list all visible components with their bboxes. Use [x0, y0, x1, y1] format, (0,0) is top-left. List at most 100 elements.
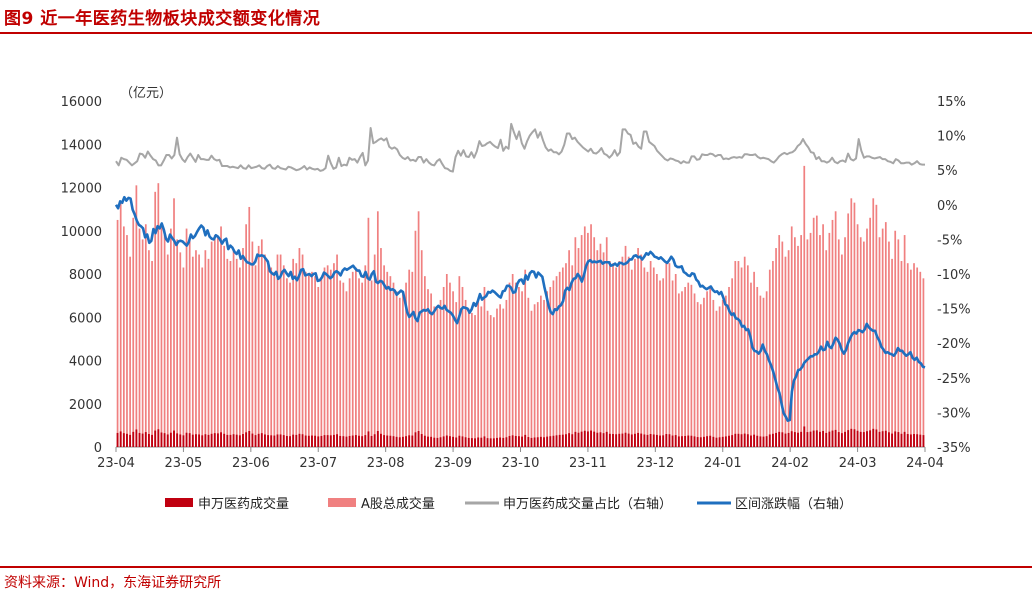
total-volume-bar	[627, 256, 630, 447]
sector-volume-bar	[674, 435, 677, 447]
sector-volume-bar	[784, 433, 787, 447]
legend-sector-volume-swatch	[165, 498, 193, 507]
sector-volume-bar	[314, 435, 317, 447]
sector-volume-bar	[756, 435, 759, 447]
sector-volume-bar	[226, 434, 229, 447]
sector-volume-bar	[862, 432, 865, 447]
total-volume-bar	[433, 306, 436, 447]
total-volume-bar	[894, 230, 897, 447]
total-volume-bar	[640, 254, 643, 447]
total-volume-bar	[806, 239, 809, 447]
sector-volume-bar	[157, 429, 160, 447]
lines-layer	[114, 122, 926, 423]
sector-volume-bar	[505, 437, 508, 447]
total-volume-bar	[492, 317, 495, 447]
sector-volume-bar	[624, 432, 627, 447]
total-volume-bar	[505, 299, 508, 447]
sector-volume-bar	[276, 434, 279, 447]
total-volume-bar	[226, 258, 229, 447]
total-volume-bar	[367, 217, 370, 447]
legend-total-volume-label: A股总成交量	[361, 496, 435, 512]
sector-volume-bar	[681, 436, 683, 447]
sector-volume-bar	[345, 436, 348, 447]
sector-volume-bar	[169, 432, 172, 447]
total-volume-bar	[784, 256, 787, 447]
sector-volume-bar	[844, 431, 846, 447]
total-volume-bar	[276, 254, 279, 447]
sector-volume-bar	[781, 432, 784, 447]
sector-volume-bar	[260, 433, 263, 447]
sector-volume-bar	[618, 433, 621, 447]
sector-volume-bar	[204, 434, 207, 447]
total-volume-bar	[461, 286, 464, 447]
sector-volume-bar	[615, 434, 618, 447]
total-volume-bar	[725, 295, 727, 448]
total-volume-bar	[558, 271, 561, 447]
sector-volume-bar	[596, 432, 599, 447]
sector-volume-bar	[367, 431, 370, 447]
sector-volume-bar	[430, 436, 433, 447]
total-volume-bar	[408, 269, 411, 447]
legend-sector-volume-label: 申万医药成交量	[198, 496, 289, 512]
total-volume-bar	[213, 235, 216, 447]
total-volume-bar	[859, 237, 862, 447]
total-volume-bar	[834, 211, 837, 447]
total-volume-bar	[135, 185, 138, 447]
sector-volume-bar	[364, 435, 367, 447]
sector-volume-bar	[612, 434, 614, 447]
sector-volume-bar	[586, 431, 589, 447]
y-right-tick-label: 0%	[937, 199, 958, 214]
y-left-unit-label: （亿元）	[120, 86, 172, 101]
sector-volume-bar	[154, 430, 157, 447]
total-volume-bar	[809, 232, 812, 447]
sector-volume-bar	[866, 431, 868, 447]
sector-volume-bar	[496, 437, 498, 447]
sector-volume-bar	[602, 433, 605, 447]
total-volume-bar	[518, 286, 520, 447]
sector-volume-bar	[405, 436, 407, 447]
sector-volume-bar	[630, 434, 633, 447]
sector-volume-bar	[831, 430, 834, 447]
total-volume-bar	[794, 237, 796, 447]
x-tick-label: 23-07	[299, 456, 337, 471]
sector-volume-bar	[458, 435, 461, 447]
sector-volume-bar	[179, 434, 182, 447]
sector-volume-bar	[317, 436, 320, 447]
sector-volume-bar	[768, 434, 771, 447]
sector-volume-bar	[489, 438, 492, 447]
total-volume-bar	[913, 263, 915, 447]
legend-ratio-label: 申万医药成交量占比（右轴）	[503, 496, 672, 512]
sector-volume-bar	[809, 431, 812, 447]
total-volume-bar	[402, 293, 404, 447]
sector-volume-bar	[254, 435, 257, 447]
total-volume-bar	[405, 282, 407, 447]
total-volume-bar	[549, 286, 552, 447]
total-volume-bar	[652, 267, 655, 447]
sector-volume-bar	[721, 436, 724, 447]
sector-volume-bar	[709, 435, 712, 447]
total-volume-bar	[386, 271, 389, 447]
total-volume-bar	[643, 267, 646, 447]
total-volume-bar	[574, 237, 577, 447]
sector-volume-bar	[502, 437, 505, 447]
sector-volume-bar	[499, 437, 502, 447]
total-volume-bar	[709, 286, 712, 447]
total-volume-bar	[803, 165, 806, 448]
total-volume-bar	[514, 282, 517, 447]
total-volume-bar	[449, 282, 451, 447]
total-volume-bar	[116, 219, 119, 447]
sector-volume-bar	[640, 433, 643, 447]
sector-volume-bar	[699, 437, 702, 447]
sector-volume-bar	[398, 437, 401, 447]
sector-volume-bar	[916, 434, 919, 447]
y-right-tick-label: -10%	[937, 268, 971, 283]
sector-volume-bar	[677, 436, 680, 447]
sector-volume-bar	[163, 433, 166, 447]
sector-volume-bar	[147, 434, 150, 447]
sector-volume-bar	[793, 432, 796, 447]
y-right-tick-label: 5%	[937, 164, 958, 179]
sector-volume-bar	[301, 434, 304, 447]
sector-volume-bar	[232, 434, 235, 447]
x-tick-label: 23-06	[232, 456, 270, 471]
total-volume-bar	[351, 271, 354, 447]
